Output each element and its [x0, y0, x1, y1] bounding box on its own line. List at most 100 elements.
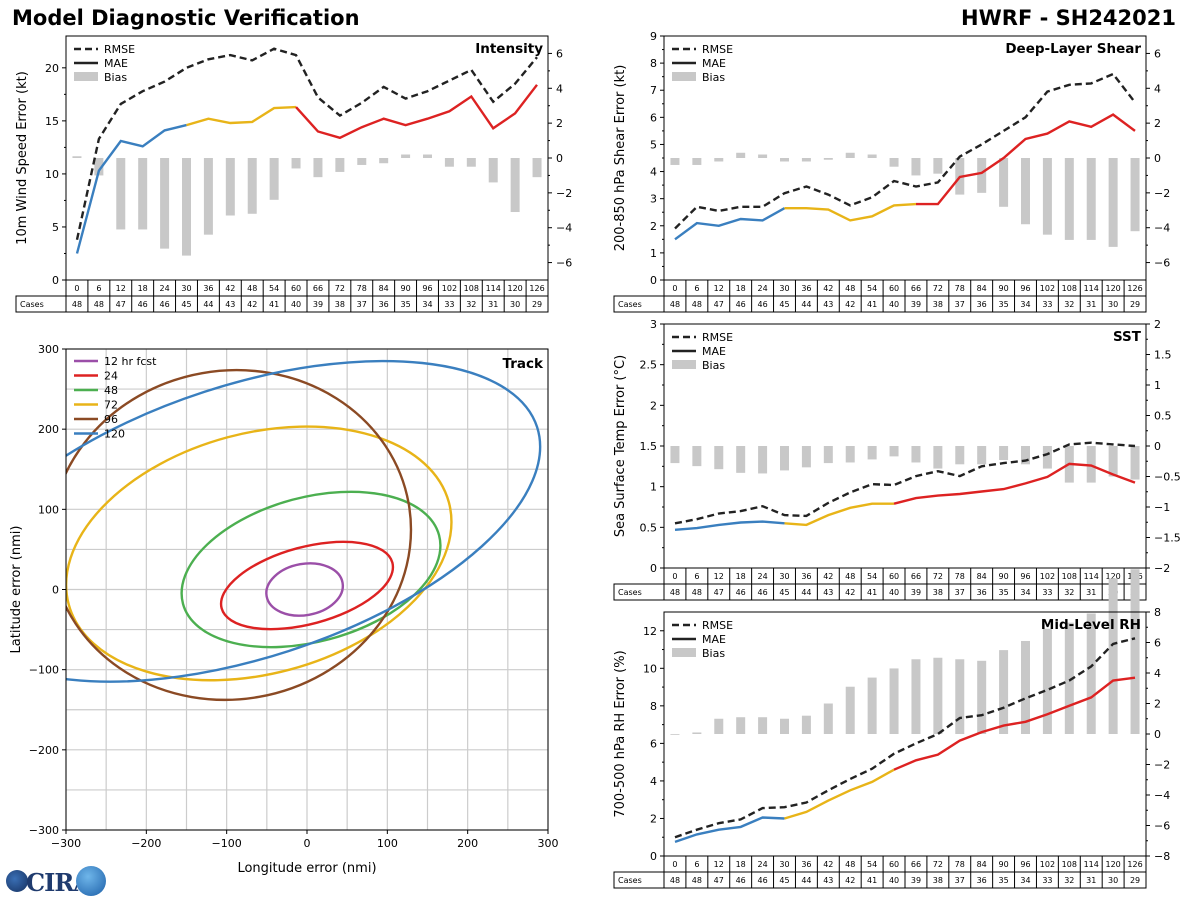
shear-ytick-label: 9	[650, 30, 657, 43]
sst-y2tick-label: −2	[1154, 562, 1170, 575]
shear-hour-label: 30	[779, 284, 789, 293]
sst-bias-bar	[801, 446, 811, 468]
shear-cases-label: Cases	[618, 300, 642, 309]
shear-hour-label: 48	[845, 284, 855, 293]
sst-bias-bar	[845, 446, 855, 463]
sst-case-count: 48	[692, 588, 702, 597]
intensity-case-count: 48	[94, 300, 104, 309]
shear-bias-bar	[911, 158, 921, 176]
cira-globe-icon	[6, 870, 28, 892]
sst-hour-label: 36	[801, 572, 811, 581]
intensity-hour-label: 12	[116, 284, 126, 293]
rh-y2tick-label: 2	[1154, 698, 1161, 711]
shear-ytick-label: 1	[650, 247, 657, 260]
shear-legend-rmse-label: RMSE	[702, 43, 733, 56]
sst-cases-label: Cases	[618, 588, 642, 597]
rh-hour-label: 24	[757, 860, 767, 869]
intensity-bias-bar	[138, 158, 148, 230]
rh-hour-label: 102	[1040, 860, 1055, 869]
sst-mae-red-segment	[893, 462, 1136, 505]
sst-y2tick-label: −0.5	[1154, 471, 1181, 484]
rh-case-count: 47	[714, 876, 724, 885]
rh-ytick-label: 4	[650, 775, 657, 788]
rh-legend-bias-label: Bias	[702, 647, 725, 660]
intensity-ytick-label: 10	[45, 168, 59, 181]
track-xtick-label: 300	[538, 837, 559, 850]
track-xlabel: Longitude error (nmi)	[237, 861, 376, 876]
rh-legend-bias-swatch	[672, 648, 696, 657]
sst-hour-label: 48	[845, 572, 855, 581]
intensity-hour-label: 60	[291, 284, 301, 293]
track-legend-label: 120	[104, 428, 125, 441]
intensity-case-count: 46	[159, 300, 169, 309]
intensity-y2tick-label: −4	[556, 222, 572, 235]
shear-y2tick-label: 2	[1154, 117, 1161, 130]
track-ytick-label: −300	[29, 824, 59, 837]
intensity-case-count: 39	[313, 300, 323, 309]
sst-ytick-label: 1	[650, 481, 657, 494]
intensity-case-count: 38	[335, 300, 345, 309]
rh-hour-label: 108	[1062, 860, 1077, 869]
shear-bias-bar	[801, 158, 811, 162]
rh-case-count: 33	[1042, 876, 1052, 885]
cira-logo: CIRA	[4, 866, 108, 900]
intensity-y2tick-label: 6	[556, 47, 563, 60]
shear-y2tick-label: −2	[1154, 187, 1170, 200]
rh-y2tick-label: 6	[1154, 637, 1161, 650]
sst-case-count: 32	[1064, 588, 1074, 597]
rh-case-count: 31	[1086, 876, 1096, 885]
shear-hour-label: 18	[736, 284, 746, 293]
rh-ytick-label: 0	[650, 850, 657, 863]
shear-hour-label: 96	[1020, 284, 1030, 293]
shear-bias-bar	[1064, 158, 1074, 240]
sst-hour-label: 24	[757, 572, 767, 581]
intensity-bias-bar	[269, 158, 279, 200]
rh-case-count: 39	[911, 876, 921, 885]
sst-case-count: 37	[955, 588, 965, 597]
shear-hour-label: 60	[889, 284, 899, 293]
sst-legend-bias-swatch	[672, 360, 696, 369]
sst-case-count: 44	[801, 588, 811, 597]
rh-bias-bar	[670, 734, 680, 735]
intensity-case-count: 45	[181, 300, 191, 309]
intensity-hour-label: 18	[138, 284, 148, 293]
shear-case-count: 35	[998, 300, 1008, 309]
rh-bias-bar	[758, 717, 768, 734]
intensity-hour-label: 108	[464, 284, 479, 293]
sst-hour-label: 114	[1084, 572, 1099, 581]
intensity-bias-bar	[225, 158, 235, 216]
sst-ytick-label: 2	[650, 399, 657, 412]
sst-bias-bar	[933, 446, 943, 469]
intensity-mae-red-segment	[295, 84, 538, 140]
shear-case-count: 36	[977, 300, 987, 309]
track-legend-label: 96	[104, 413, 118, 426]
rh-ytick-label: 10	[643, 662, 657, 675]
intensity-hour-label: 102	[442, 284, 457, 293]
track-ytick-label: −100	[29, 664, 59, 677]
sst-bias-bar	[955, 446, 965, 465]
intensity-mae-yellow-segment	[186, 105, 297, 127]
rh-cases-label-cell	[613, 871, 665, 889]
sst-hour-label: 42	[823, 572, 833, 581]
intensity-case-count: 33	[444, 300, 454, 309]
sst-bias-bar	[911, 446, 921, 463]
rh-ylabel: 700-500 hPa RH Error (%)	[613, 650, 628, 817]
sst-cases-label-cell	[613, 583, 665, 601]
shear-ytick-label: 2	[650, 220, 657, 233]
rh-ytick-label: 8	[650, 700, 657, 713]
sst-hour-label: 108	[1062, 572, 1077, 581]
intensity-hour-label: 48	[247, 284, 257, 293]
sst-ylabel: Sea Surface Temp Error (°C)	[613, 355, 628, 537]
rh-case-count: 36	[977, 876, 987, 885]
rh-case-count: 48	[670, 876, 680, 885]
sst-ytick-label: 2.5	[640, 359, 658, 372]
sst-hour-label: 72	[933, 572, 943, 581]
sst-hour-label: 84	[977, 572, 987, 581]
intensity-hour-label: 114	[486, 284, 501, 293]
sst-bias-bar	[1130, 446, 1140, 480]
intensity-bias-bar	[532, 158, 542, 178]
shear-case-count: 37	[955, 300, 965, 309]
rh-hour-label: 60	[889, 860, 899, 869]
intensity-case-count: 46	[138, 300, 148, 309]
rh-y2tick-label: 4	[1154, 667, 1161, 680]
